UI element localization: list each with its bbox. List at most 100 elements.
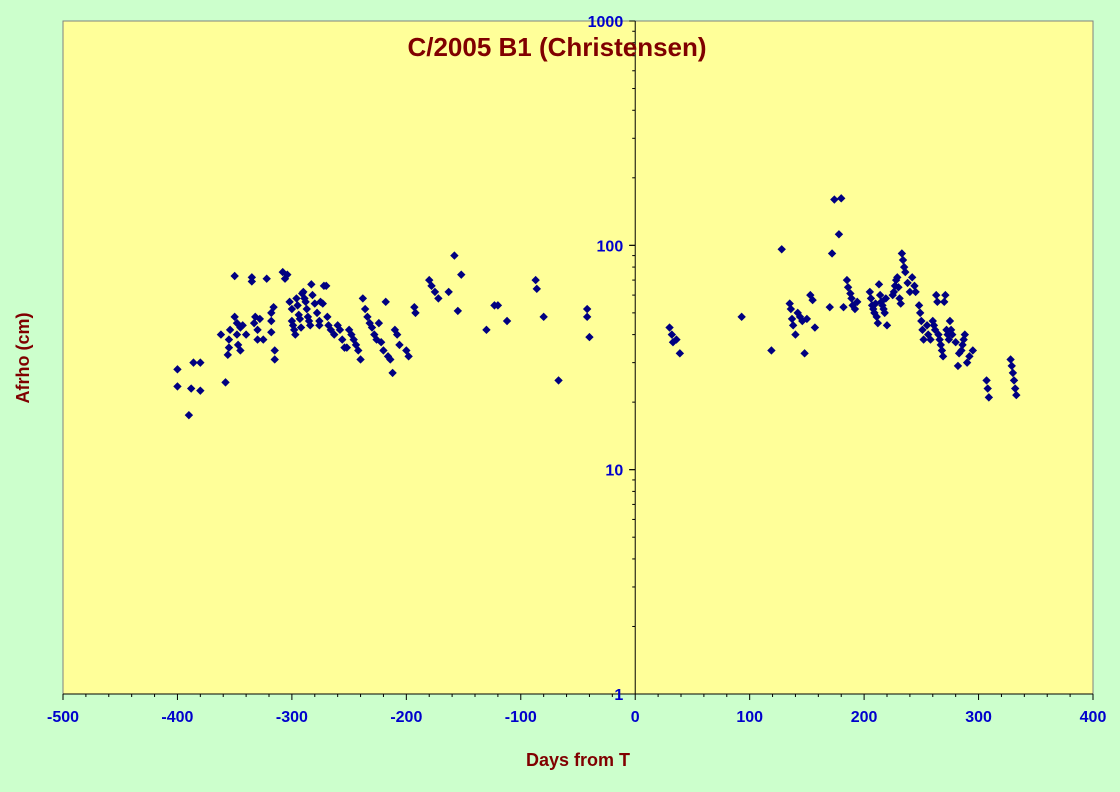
data-point <box>875 290 885 300</box>
data-point <box>893 273 902 282</box>
y-tick-label: 1000 <box>588 14 624 31</box>
data-point <box>223 350 232 360</box>
data-point <box>270 346 279 355</box>
data-point <box>238 321 247 330</box>
x-tick-label: 300 <box>965 709 992 726</box>
data-point <box>323 312 332 322</box>
data-point <box>291 330 300 339</box>
data-point <box>895 294 904 303</box>
axes-layer: -500 -400 -300 -200 -100 0 100 200 300 400 1 10 100 1… <box>47 14 1106 726</box>
data-point <box>898 255 908 265</box>
data-point <box>665 323 674 332</box>
data-point <box>532 284 541 294</box>
data-point <box>295 314 305 324</box>
data-point <box>938 352 948 361</box>
x-tick-label: 100 <box>736 709 763 726</box>
data-point <box>793 308 802 318</box>
data-point <box>786 304 796 314</box>
x-tick-label: -200 <box>390 709 422 726</box>
data-point <box>850 304 860 314</box>
data-point <box>392 330 402 339</box>
data-point <box>232 330 242 339</box>
data-point <box>894 283 903 292</box>
data-point <box>767 346 776 355</box>
data-point <box>1007 361 1016 371</box>
data-point <box>791 330 800 339</box>
data-point <box>914 301 924 310</box>
data-point <box>173 382 182 391</box>
data-point <box>853 297 862 307</box>
data-point <box>946 325 956 335</box>
data-point <box>379 346 388 355</box>
data-point <box>381 297 390 307</box>
data-point <box>285 297 294 307</box>
data-point <box>837 194 846 203</box>
data-point <box>672 335 681 344</box>
data-point <box>539 312 548 322</box>
data-point <box>922 321 932 330</box>
data-point <box>798 316 807 326</box>
data-points <box>173 194 1021 420</box>
data-point <box>267 327 276 337</box>
y-axis-title: Afrho (cm) <box>13 313 33 404</box>
data-point <box>982 376 991 385</box>
data-point <box>450 251 459 260</box>
data-point <box>582 312 592 322</box>
data-point <box>585 332 594 342</box>
x-tick-label: -400 <box>161 709 193 726</box>
data-point <box>356 355 365 364</box>
data-point <box>335 325 345 335</box>
data-point <box>825 302 834 312</box>
plot-area <box>62 20 1094 695</box>
data-point <box>434 294 443 303</box>
data-point <box>262 274 271 283</box>
data-point <box>269 302 278 312</box>
data-point <box>307 280 316 289</box>
data-point <box>221 378 230 387</box>
data-point <box>785 299 794 308</box>
data-point <box>872 312 881 322</box>
data-point <box>1010 384 1020 393</box>
data-point <box>800 349 809 358</box>
data-point <box>388 368 397 378</box>
data-point <box>1009 376 1019 385</box>
data-point <box>948 330 957 339</box>
data-point <box>897 249 907 258</box>
data-point <box>959 335 968 344</box>
data-point <box>847 294 856 303</box>
data-point <box>457 270 466 279</box>
data-point <box>299 287 308 297</box>
data-point <box>249 318 259 328</box>
data-point <box>287 304 297 314</box>
data-point <box>953 361 963 371</box>
data-point <box>874 280 884 289</box>
data-point <box>960 330 970 339</box>
data-point <box>918 325 927 335</box>
data-point <box>196 358 205 367</box>
y-tick-label: 100 <box>597 238 624 255</box>
data-point <box>932 290 941 300</box>
data-point <box>502 316 512 326</box>
data-point <box>395 340 404 350</box>
data-point <box>554 376 563 385</box>
data-point <box>827 249 837 258</box>
data-point <box>788 321 798 330</box>
data-point <box>444 287 453 297</box>
data-point <box>253 335 262 344</box>
data-point <box>937 346 947 355</box>
data-point <box>907 273 917 282</box>
data-point <box>493 301 503 310</box>
data-point <box>453 306 463 316</box>
data-point <box>911 287 920 297</box>
data-point <box>877 297 886 307</box>
data-point <box>224 343 234 352</box>
y-tick-label: 1 <box>614 687 623 704</box>
data-point <box>830 195 839 204</box>
data-point <box>865 287 875 297</box>
data-point <box>941 290 950 300</box>
x-tick-label: -300 <box>276 709 308 726</box>
chart-title: C/2005 B1 (Christensen) <box>407 32 706 62</box>
x-axis-title: Days from T <box>526 750 630 770</box>
data-point <box>944 335 953 344</box>
data-point <box>667 330 677 339</box>
